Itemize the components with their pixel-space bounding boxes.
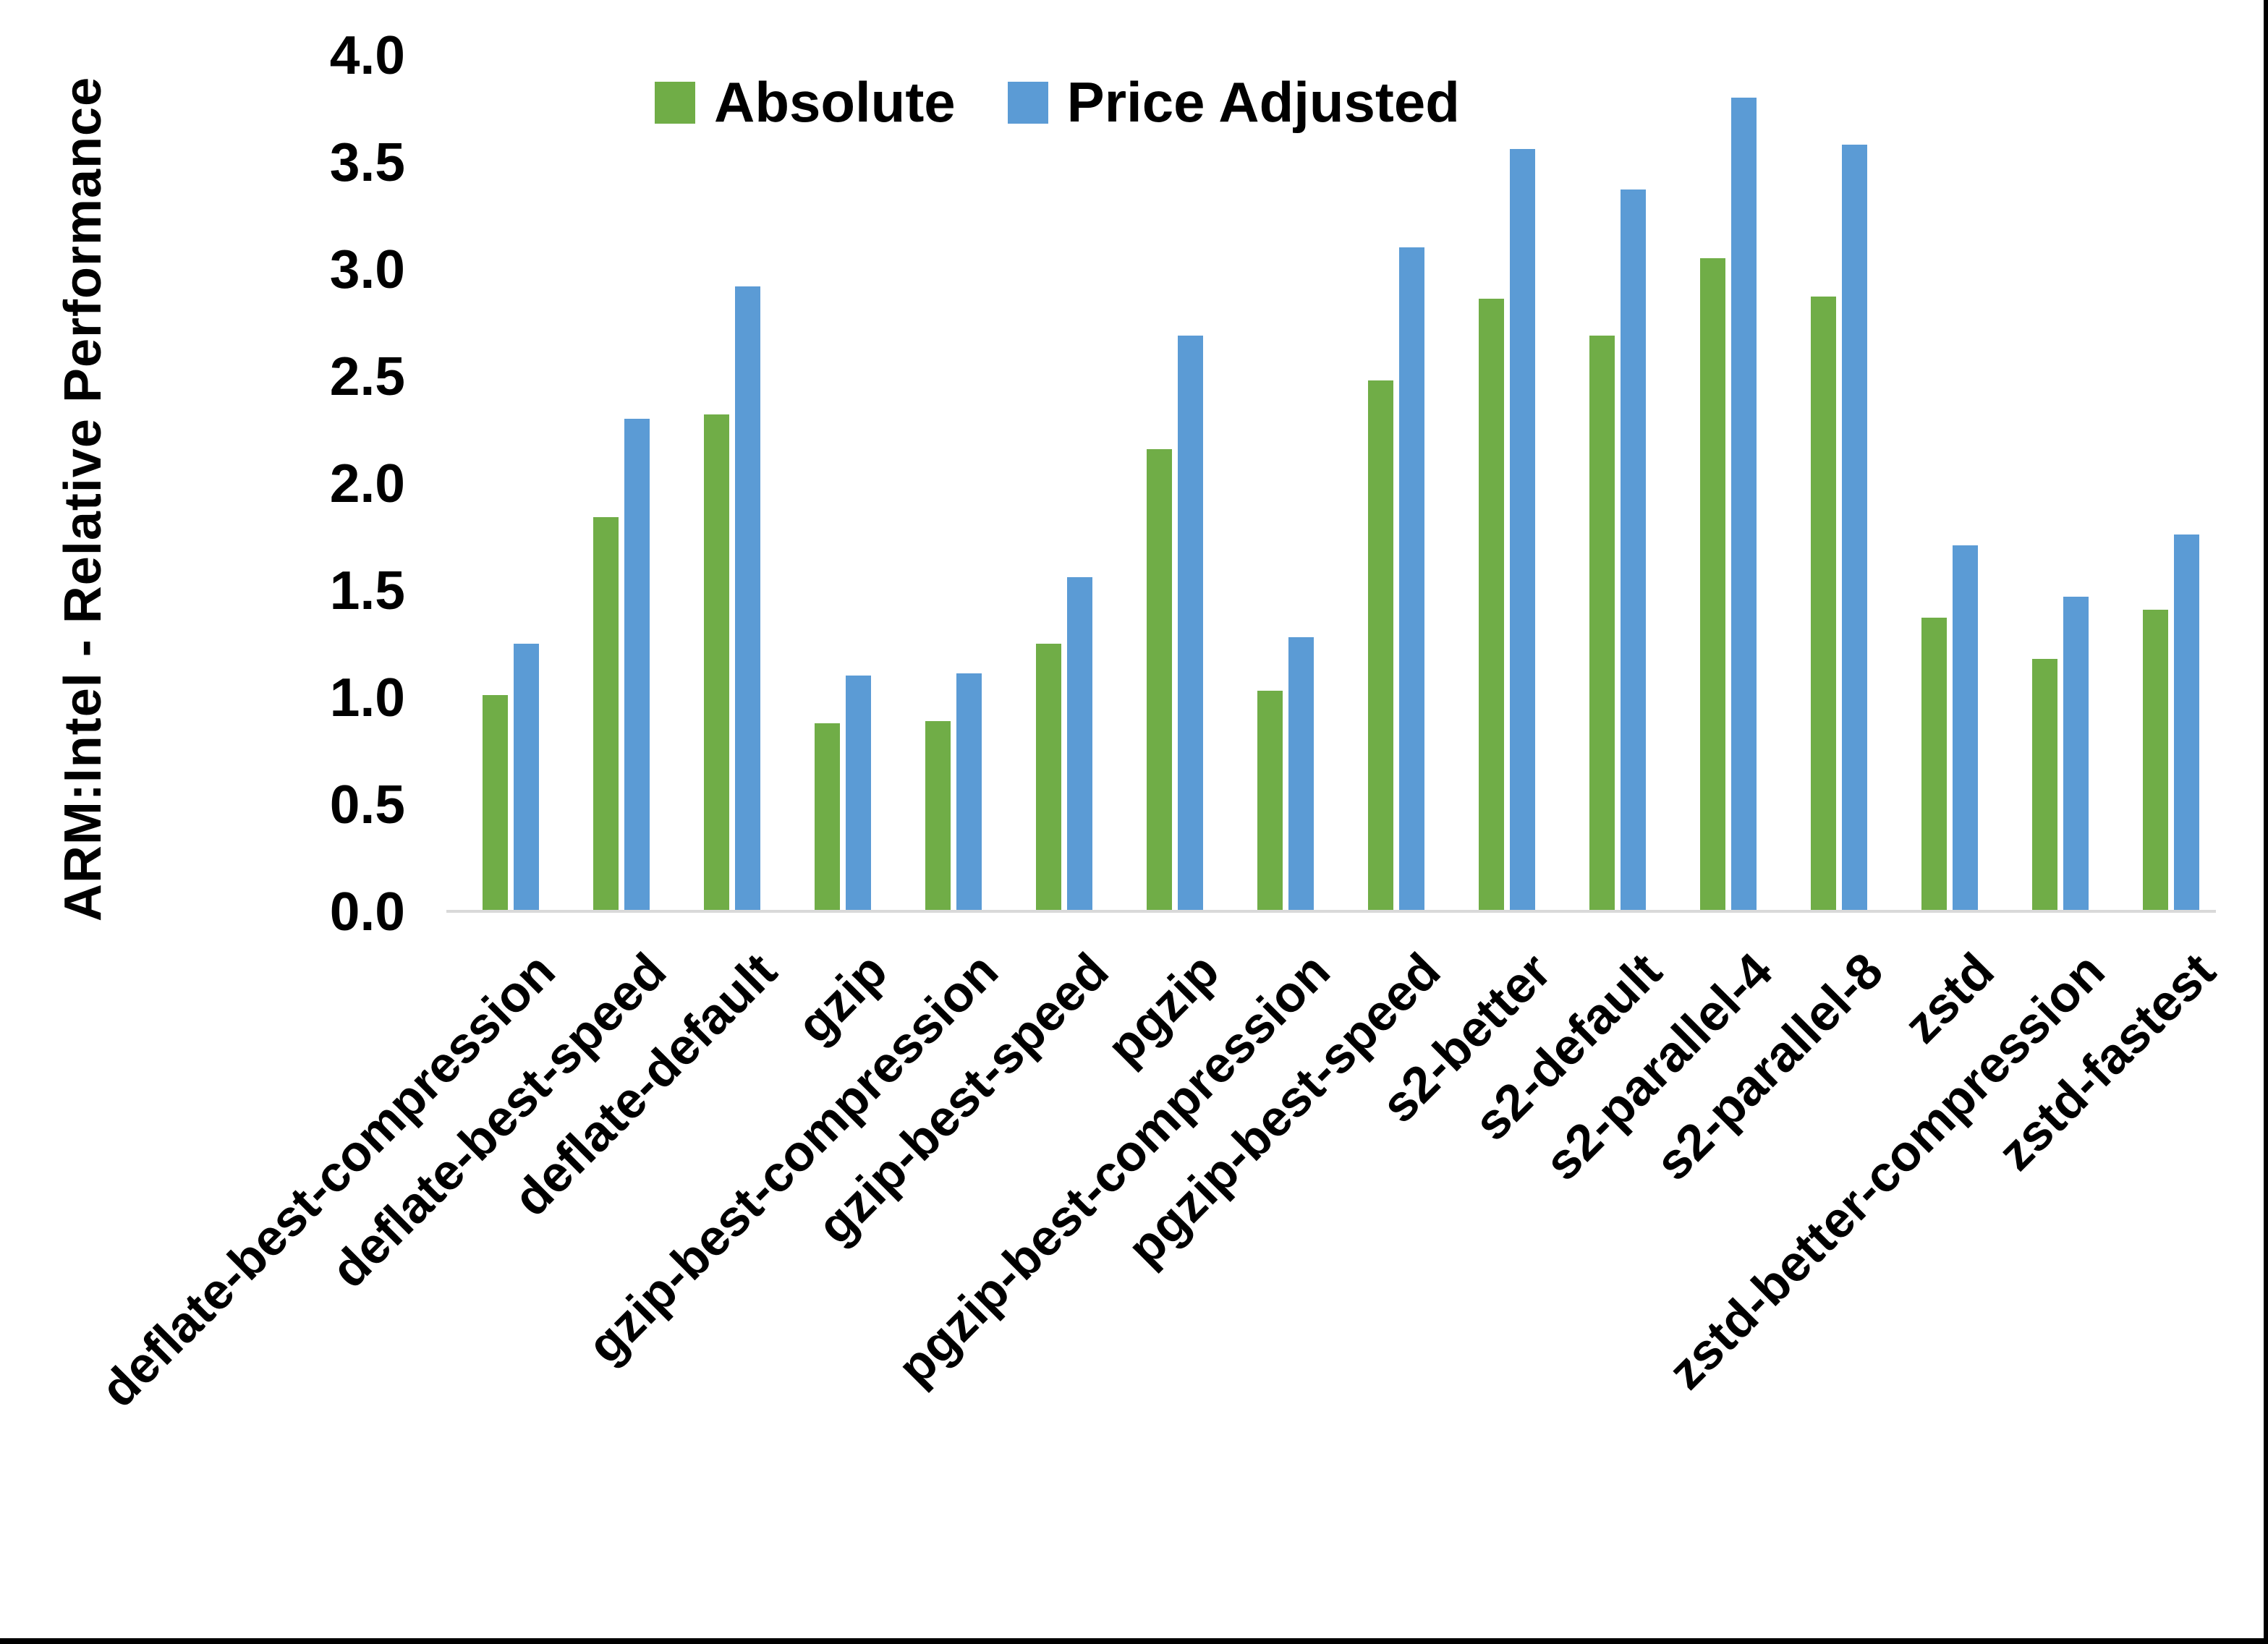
bar-price-adjusted-pgzip-best-compression — [1288, 637, 1314, 911]
y-tick-label: 4.0 — [329, 25, 405, 85]
x-axis-line — [446, 910, 2216, 913]
legend-label: Price Adjusted — [1066, 70, 1460, 134]
y-tick-label: 2.0 — [329, 453, 405, 514]
bar-price-adjusted-deflate-best-speed — [624, 419, 650, 911]
legend-swatch-icon — [655, 81, 695, 124]
y-tick-label: 3.0 — [329, 239, 405, 299]
bar-absolute-s2-better — [1479, 299, 1504, 911]
bar-absolute-pgzip — [1147, 449, 1172, 911]
legend: Absolute Price Adjusted — [655, 69, 1460, 135]
bar-absolute-zstd — [1921, 618, 1947, 911]
bar-absolute-s2-parallel-8 — [1811, 297, 1836, 911]
bar-absolute-pgzip-best-speed — [1368, 380, 1393, 911]
bar-price-adjusted-s2-parallel-8 — [1842, 145, 1867, 911]
bar-absolute-deflate-default — [704, 414, 729, 911]
bar-absolute-gzip-best-compression — [925, 721, 951, 911]
legend-item: Price Adjusted — [1007, 69, 1460, 135]
bar-absolute-zstd-fastest — [2143, 610, 2168, 911]
y-tick-label: 1.0 — [329, 667, 405, 728]
bar-price-adjusted-gzip — [846, 676, 871, 911]
x-category-label: deflate-best-compression — [90, 942, 566, 1418]
legend-item: Absolute — [655, 69, 956, 135]
y-tick-label: 3.5 — [329, 132, 405, 192]
y-tick-label: 0.0 — [329, 881, 405, 942]
bar-price-adjusted-deflate-best-compression — [514, 644, 539, 911]
bar-absolute-pgzip-best-compression — [1257, 691, 1283, 911]
bar-absolute-deflate-best-speed — [593, 517, 619, 911]
y-tick-label: 1.5 — [329, 560, 405, 621]
bar-price-adjusted-gzip-best-speed — [1067, 577, 1092, 911]
legend-swatch-icon — [1007, 81, 1048, 124]
bar-price-adjusted-gzip-best-compression — [956, 673, 982, 911]
legend-label: Absolute — [714, 70, 956, 134]
bar-absolute-s2-parallel-4 — [1700, 258, 1725, 911]
bar-price-adjusted-zstd — [1953, 545, 1978, 911]
bar-price-adjusted-deflate-default — [735, 286, 760, 911]
y-tick-label: 0.5 — [329, 774, 405, 835]
bar-price-adjusted-zstd-fastest — [2174, 534, 2199, 911]
bar-price-adjusted-s2-default — [1621, 189, 1646, 911]
bar-price-adjusted-pgzip — [1178, 336, 1203, 911]
image-bottom-border — [0, 1638, 2268, 1644]
bar-price-adjusted-zstd-better-compression — [2063, 597, 2089, 911]
bar-price-adjusted-s2-parallel-4 — [1731, 98, 1757, 911]
bar-absolute-gzip — [815, 723, 840, 911]
bar-absolute-deflate-best-compression — [483, 695, 508, 911]
bar-price-adjusted-pgzip-best-speed — [1399, 247, 1424, 911]
bar-price-adjusted-s2-better — [1510, 149, 1535, 911]
bar-absolute-gzip-best-speed — [1036, 644, 1061, 911]
bar-absolute-zstd-better-compression — [2032, 659, 2057, 911]
image-right-border — [2264, 0, 2268, 1644]
y-axis-title: ARM:Intel - Relative Performance — [54, 76, 112, 922]
y-tick-label: 2.5 — [329, 346, 405, 406]
bar-absolute-s2-default — [1589, 336, 1615, 911]
